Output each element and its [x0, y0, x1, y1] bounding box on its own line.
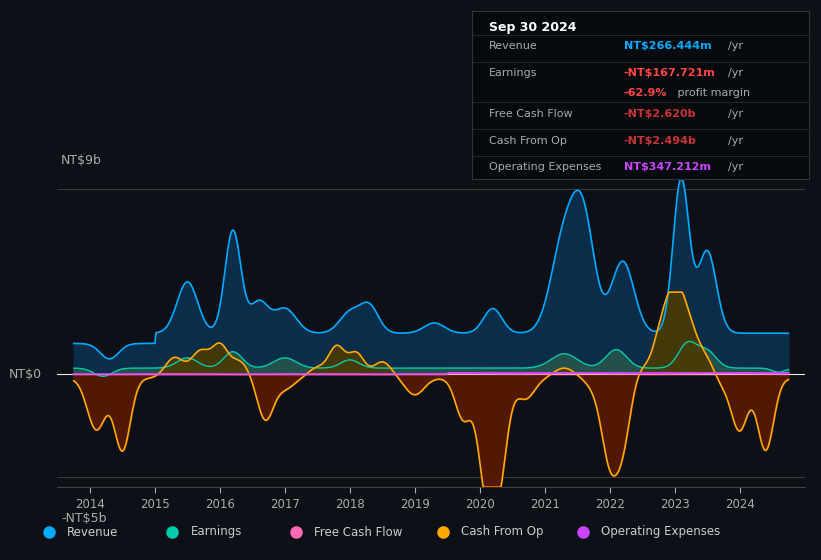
Text: -NT$5b: -NT$5b [62, 512, 107, 525]
Text: /yr: /yr [728, 109, 743, 119]
Text: NT$9b: NT$9b [62, 154, 102, 167]
Text: NT$0: NT$0 [9, 368, 42, 381]
Text: Cash From Op: Cash From Op [489, 136, 566, 146]
Text: Sep 30 2024: Sep 30 2024 [489, 21, 576, 34]
Text: -NT$2.494b: -NT$2.494b [624, 136, 696, 146]
Text: NT$347.212m: NT$347.212m [624, 162, 710, 172]
Text: /yr: /yr [728, 41, 743, 52]
Text: /yr: /yr [728, 68, 743, 78]
Text: -NT$167.721m: -NT$167.721m [624, 68, 715, 78]
Text: Earnings: Earnings [489, 68, 538, 78]
Text: /yr: /yr [728, 162, 743, 172]
Text: Revenue: Revenue [67, 525, 119, 539]
Text: Revenue: Revenue [489, 41, 538, 52]
Text: Cash From Op: Cash From Op [461, 525, 544, 539]
Text: Free Cash Flow: Free Cash Flow [489, 109, 572, 119]
Text: Operating Expenses: Operating Expenses [601, 525, 720, 539]
Text: NT$266.444m: NT$266.444m [624, 41, 711, 52]
Text: /yr: /yr [728, 136, 743, 146]
Text: -62.9%: -62.9% [624, 88, 667, 99]
Text: Free Cash Flow: Free Cash Flow [314, 525, 402, 539]
Text: Operating Expenses: Operating Expenses [489, 162, 601, 172]
Text: profit margin: profit margin [674, 88, 750, 99]
Text: -NT$2.620b: -NT$2.620b [624, 109, 696, 119]
Text: Earnings: Earnings [190, 525, 242, 539]
